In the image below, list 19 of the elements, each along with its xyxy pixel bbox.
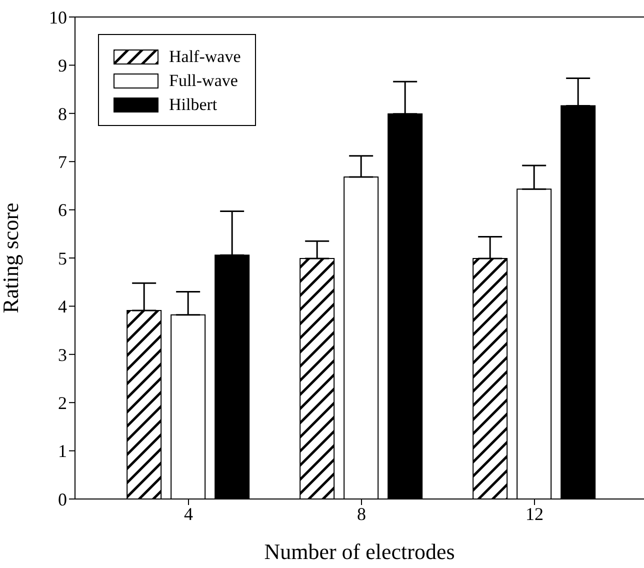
y-tick-label: 2 — [58, 392, 67, 413]
legend-label: Half-wave — [169, 47, 241, 67]
y-tick-label: 6 — [58, 200, 67, 220]
legend-label: Hilbert — [169, 95, 218, 115]
x-tick-label: 8 — [357, 504, 366, 524]
legend-label: Full-wave — [169, 71, 238, 91]
x-tick-label: 12 — [526, 504, 544, 524]
y-tick-label: 8 — [58, 104, 67, 124]
y-axis-title: Rating score — [0, 202, 23, 314]
y-tick-label: 9 — [58, 56, 67, 76]
y-tick-label: 4 — [58, 296, 67, 317]
y-tick-label: 5 — [58, 248, 67, 268]
y-tick-label: 7 — [58, 152, 67, 172]
y-tick-label: 10 — [49, 7, 67, 28]
y-tick-label: 3 — [58, 344, 67, 365]
y-tick-label: 1 — [58, 441, 67, 462]
y-tick-label: 0 — [58, 489, 67, 510]
x-axis-title: Number of electrodes — [264, 539, 455, 564]
x-tick-label: 4 — [184, 504, 193, 524]
